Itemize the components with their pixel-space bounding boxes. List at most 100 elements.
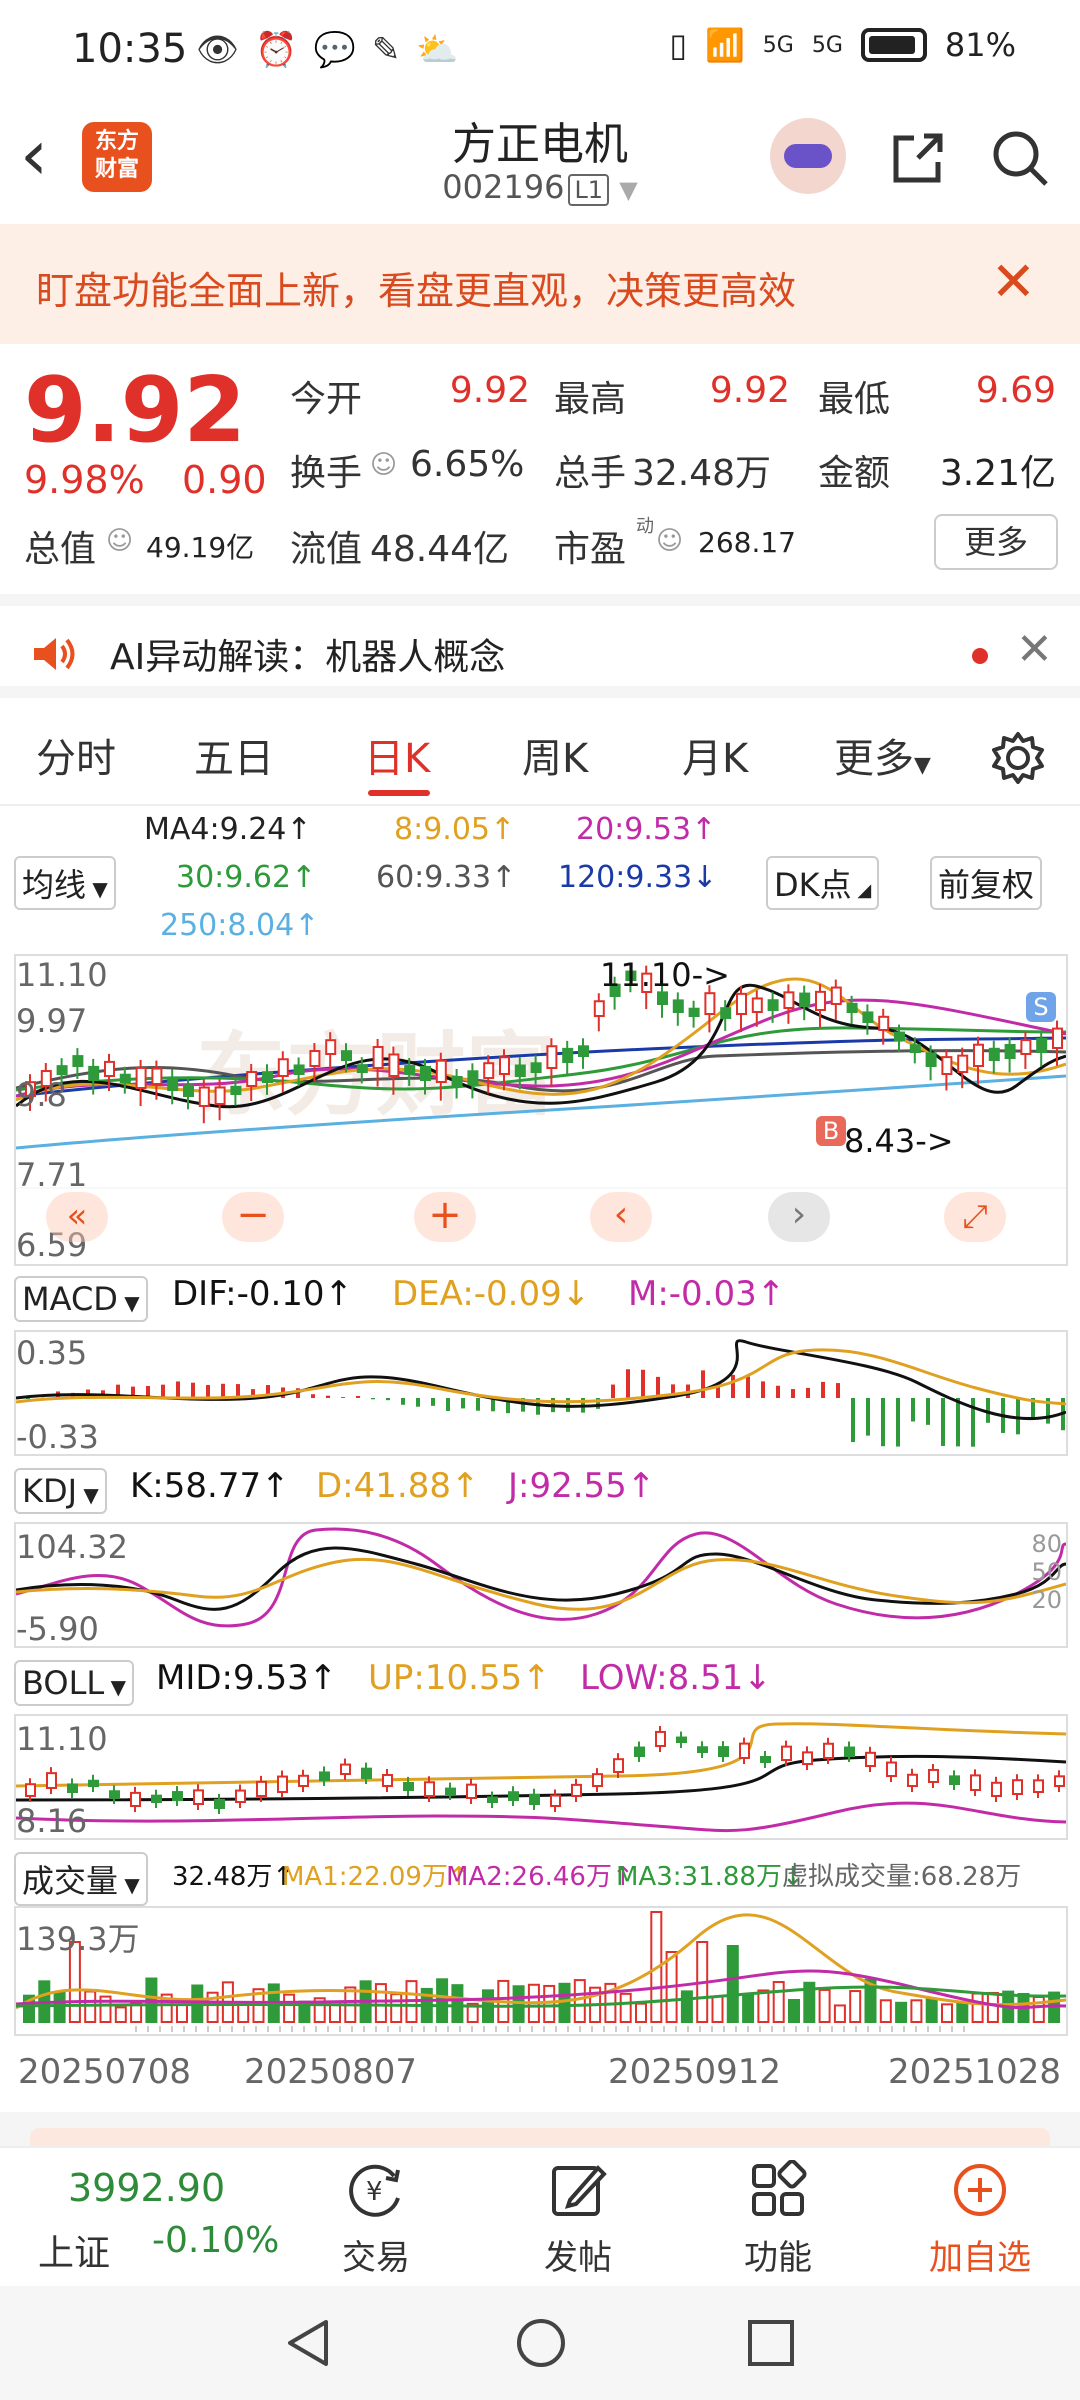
info-icon[interactable]: ☺	[370, 450, 398, 480]
candle	[823, 1742, 834, 1759]
scroll-right-icon[interactable]: ›	[768, 1192, 830, 1242]
kdj-chart[interactable]: 104.32 -5.90 80 50 20	[14, 1522, 1068, 1648]
index-ticker[interactable]: 3992.90 上证 -0.10%	[0, 2148, 290, 2288]
volume-bar	[849, 1990, 862, 2023]
volume-bar	[451, 1984, 464, 2023]
candle	[514, 1064, 526, 1077]
volume-bar	[68, 1941, 81, 2023]
low-marker: 8.43->	[844, 1122, 954, 1160]
functions-button[interactable]: 功能	[708, 2159, 848, 2279]
gear-icon[interactable]	[990, 730, 1046, 786]
share-icon[interactable]	[888, 128, 948, 188]
kdj-80-label: 80	[1031, 1530, 1062, 1558]
stock-code[interactable]: 002196 L1 ▼	[442, 168, 638, 206]
wifi-icon: 📶	[704, 26, 745, 64]
nav-recents-icon[interactable]	[744, 2316, 798, 2370]
volume-chart[interactable]: 139.3万	[14, 1906, 1068, 2036]
price-adjust-button[interactable]: 前复权	[930, 856, 1043, 910]
candle	[751, 997, 763, 1013]
candle	[760, 1755, 771, 1763]
edit-icon	[552, 2165, 607, 2216]
more-button[interactable]: 更多	[934, 514, 1058, 570]
kline-chart[interactable]: 东方财富 11.10 9.97 9.8 7.71 6.59 11.10-> 8.…	[14, 954, 1068, 1280]
volume-bar	[619, 1992, 632, 2023]
battery-level: 81%	[944, 26, 1016, 64]
sell-badge[interactable]: S	[1026, 992, 1056, 1022]
ai-robot-icon[interactable]	[770, 118, 846, 194]
y-label: 9.8	[16, 1076, 67, 1114]
candle	[420, 1065, 431, 1082]
tab-daily-k[interactable]: 日K	[364, 736, 431, 782]
candle	[718, 1746, 729, 1757]
scroll-left-icon[interactable]: ‹	[590, 1192, 652, 1242]
index-change: -0.10%	[152, 2220, 280, 2261]
level-badge: L1	[568, 174, 610, 206]
dk-point-button[interactable]: DK点 ◢	[766, 856, 880, 910]
ma-selector[interactable]: 均线 ▼	[14, 856, 116, 910]
close-icon[interactable]: ✕	[1016, 624, 1053, 675]
candle	[25, 1081, 36, 1097]
boll-selector[interactable]: BOLL ▼	[14, 1660, 134, 1706]
last-price: 9.92	[24, 358, 247, 463]
feather-icon: ✎	[371, 30, 401, 70]
volume-bar	[53, 1991, 66, 2023]
boll-mid: MID:9.53↑	[156, 1658, 338, 1698]
tab-more[interactable]: 更多▼	[834, 736, 931, 782]
trade-button[interactable]: ¥ 交易	[306, 2160, 446, 2279]
high-label: 最高	[554, 379, 627, 420]
close-icon[interactable]: ✕	[990, 250, 1036, 313]
volume-ma1: MA1:22.09万↑	[282, 1862, 470, 1892]
y-max-label: 0.35	[16, 1334, 88, 1372]
zoom-in-icon[interactable]: +	[414, 1192, 476, 1242]
volume-bar	[283, 1993, 296, 2023]
kdj-j: J:92.55↑	[508, 1466, 656, 1506]
tab-5day[interactable]: 五日	[194, 736, 274, 782]
chevron-down-icon: ▼	[619, 176, 638, 204]
volume-bar	[895, 2001, 908, 2023]
d-line	[15, 1557, 1067, 1611]
candle	[230, 1085, 242, 1095]
kdj-selector[interactable]: KDJ ▼	[14, 1468, 107, 1514]
buy-badge[interactable]: B	[816, 1116, 846, 1146]
nav-back-icon[interactable]	[282, 2316, 336, 2370]
pe-value: 268.17	[698, 526, 796, 559]
volume-bar	[879, 1999, 892, 2023]
open-value: 9.92	[449, 370, 530, 411]
fullscreen-icon[interactable]: ⤢	[944, 1192, 1006, 1242]
volume-selector[interactable]: 成交量 ▼	[14, 1852, 148, 1906]
ai-insight-bar[interactable]: AI异动解读：机器人概念 ✕	[0, 594, 1080, 698]
back-icon[interactable]: ‹	[20, 114, 48, 196]
info-icon[interactable]: ☺	[656, 526, 684, 556]
boll-chart[interactable]: 11.10 8.16	[14, 1714, 1068, 1840]
tab-weekly-k[interactable]: 周K	[522, 736, 589, 782]
macd-selector[interactable]: MACD ▼	[14, 1276, 148, 1322]
zoom-out-icon[interactable]: −	[222, 1192, 284, 1242]
candle	[382, 1773, 393, 1788]
candle	[372, 1045, 384, 1070]
macd-chart[interactable]: 0.35 -0.33	[14, 1330, 1068, 1456]
ma250-line	[15, 1074, 1067, 1150]
volume-bar	[833, 2004, 846, 2023]
post-button[interactable]: 发帖	[508, 2160, 648, 2279]
tab-monthly-k[interactable]: 月K	[682, 736, 749, 782]
candle	[246, 1071, 258, 1088]
candle	[865, 1751, 876, 1767]
add-watchlist-button[interactable]: 加自选	[910, 2160, 1050, 2279]
candle	[783, 991, 795, 1010]
scroll-left-fast-icon[interactable]: «	[46, 1192, 108, 1242]
candle	[530, 1062, 542, 1073]
volume-bar	[23, 1994, 35, 2024]
candle	[340, 1763, 351, 1775]
candle	[445, 1787, 456, 1796]
stock-name: 方正电机	[452, 119, 628, 170]
candle	[67, 1783, 78, 1793]
y-max-label: 104.32	[16, 1528, 128, 1566]
promo-banner[interactable]: 盯盘功能全面上新，看盘更直观，决策更高效 ✕	[0, 224, 1080, 344]
nav-home-icon[interactable]	[514, 2316, 568, 2370]
volume-bar	[374, 1983, 387, 2023]
info-icon[interactable]: ☺	[106, 526, 134, 556]
candle	[298, 1774, 309, 1787]
tab-intraday[interactable]: 分时	[36, 736, 116, 782]
search-icon[interactable]	[990, 128, 1050, 188]
volume-bar	[864, 1978, 877, 2024]
